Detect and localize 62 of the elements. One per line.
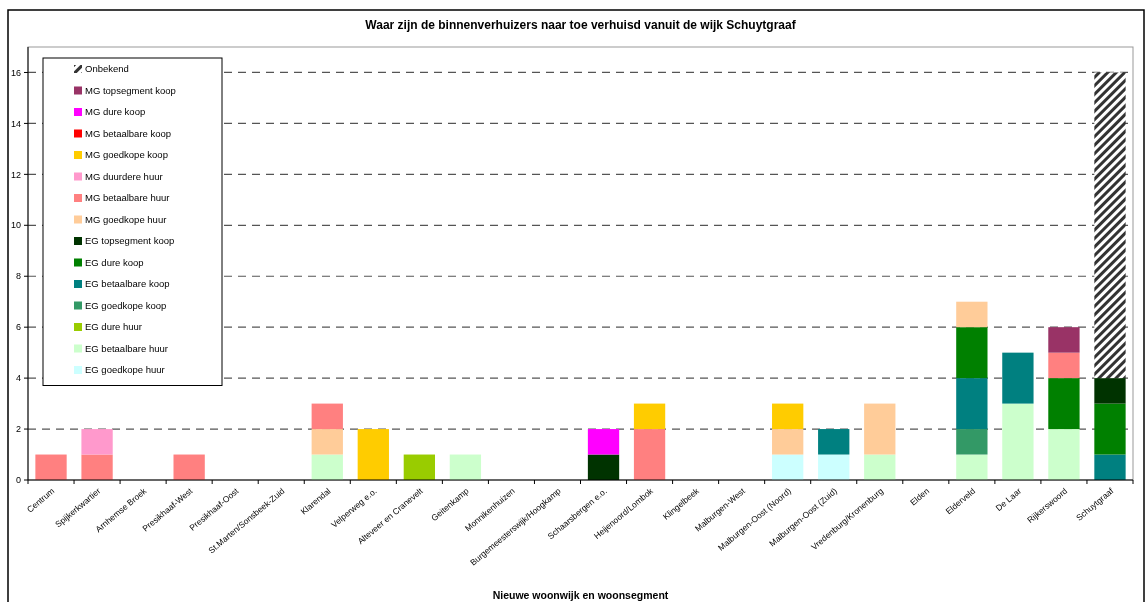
bar — [449, 454, 482, 480]
y-tick-label: 10 — [10, 220, 21, 231]
legend-label: EG betaalbare huur — [85, 342, 168, 354]
legend-label: MG goedkope koop — [85, 149, 168, 160]
legend-label: EG betaalbare koop — [85, 278, 170, 289]
bar — [1048, 378, 1080, 430]
bar — [311, 454, 343, 480]
y-tick-label: 12 — [10, 169, 21, 180]
bar — [357, 429, 389, 480]
y-tick-label: 6 — [15, 322, 21, 333]
legend-label: MG duurdere huur — [85, 170, 163, 182]
legend-label: EG topsegment koop — [85, 235, 175, 246]
legend-label: MG betaalbare koop — [85, 127, 172, 139]
x-axis-title: Nieuwe woonwijk en woonsegment — [492, 589, 669, 601]
legend-label: EG goedkope koop — [85, 299, 167, 311]
bar — [311, 403, 343, 430]
bar — [587, 429, 620, 455]
legend-label: MG betaalbare huur — [85, 192, 170, 203]
legend-label: MG dure koop — [85, 106, 146, 117]
bar — [1048, 352, 1080, 379]
bar — [81, 454, 113, 480]
bar — [956, 378, 988, 430]
bar — [1094, 72, 1126, 379]
bar — [587, 454, 620, 480]
bar — [1094, 403, 1126, 455]
bar — [1002, 403, 1034, 480]
y-tick-label: 16 — [10, 67, 21, 78]
bar — [173, 454, 205, 480]
bar — [1048, 327, 1080, 353]
bar — [818, 429, 850, 455]
bar — [864, 454, 896, 480]
legend-label: MG topsegment koop — [85, 84, 176, 96]
bar — [1048, 429, 1080, 480]
bar — [81, 429, 113, 455]
bar — [403, 454, 436, 480]
bar — [956, 327, 988, 379]
bar — [1002, 352, 1034, 404]
y-tick-label: 2 — [15, 424, 21, 435]
bar — [818, 454, 850, 480]
bar — [956, 454, 988, 480]
bar — [864, 403, 896, 455]
bar — [772, 454, 804, 480]
legend-label: Onbekend — [85, 63, 129, 74]
bar — [1094, 454, 1126, 480]
bar — [1094, 378, 1126, 404]
bar — [633, 429, 666, 480]
y-tick-label: 8 — [15, 271, 21, 282]
bar — [633, 403, 666, 430]
legend-label: EG dure koop — [85, 256, 144, 268]
chart-title: Waar zijn de binnenverhuizers naar toe verhuisd vanuit de wijk Schuytgraaf — [365, 18, 797, 32]
legend-label: EG goedkope huur — [85, 364, 165, 375]
y-tick-label: 0 — [15, 475, 21, 486]
bar — [772, 403, 804, 430]
bar — [956, 301, 988, 328]
y-tick-label: 4 — [15, 373, 21, 384]
legend-label: EG dure huur — [85, 321, 143, 332]
y-tick-label: 14 — [10, 118, 21, 129]
legend-label: MG goedkope huur — [85, 213, 167, 225]
bar — [311, 429, 343, 455]
bar — [35, 454, 67, 480]
bar — [956, 429, 988, 455]
bar — [772, 429, 804, 455]
